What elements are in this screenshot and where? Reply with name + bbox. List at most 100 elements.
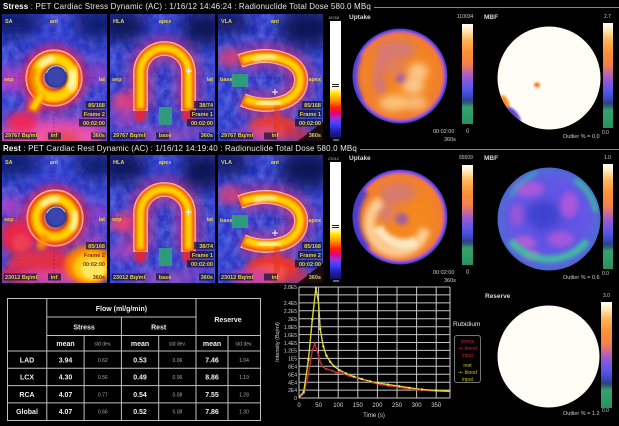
- svg-text:0: 0: [294, 396, 297, 402]
- svg-text:85/168: 85/168: [88, 103, 105, 109]
- svg-text:0.06: 0.06: [173, 358, 183, 364]
- svg-text:base: base: [159, 133, 172, 139]
- svg-text:0: 0: [297, 403, 301, 409]
- svg-text:23012 Bq/ml: 23012 Bq/ml: [5, 275, 38, 281]
- svg-text:ant: ant: [271, 19, 279, 25]
- svg-text:85/168: 85/168: [88, 244, 105, 250]
- svg-text:2.2E5: 2.2E5: [284, 309, 297, 315]
- svg-text:0.49: 0.49: [133, 375, 147, 382]
- svg-text:apex: apex: [159, 160, 172, 166]
- svg-text:Intensity (Bq/ml): Intensity (Bq/ml): [275, 322, 281, 362]
- svg-text:0.77: 0.77: [98, 392, 108, 398]
- svg-text:inf: inf: [272, 275, 279, 281]
- svg-text:sep: sep: [4, 77, 14, 83]
- svg-text:HLA: HLA: [113, 160, 124, 166]
- svg-text:4.07: 4.07: [59, 392, 73, 399]
- svg-text:SA: SA: [5, 160, 13, 166]
- svg-text:1.04: 1.04: [239, 358, 249, 364]
- svg-text:23012 Bq/ml: 23012 Bq/ml: [221, 275, 254, 281]
- svg-text:00:02:00: 00:02:00: [83, 262, 105, 268]
- svg-text:6E4: 6E4: [288, 372, 297, 378]
- svg-text:SA: SA: [5, 19, 13, 25]
- svg-text:00:02:00: 00:02:00: [191, 262, 213, 268]
- svg-text:apex: apex: [159, 19, 172, 25]
- svg-text:8E4: 8E4: [288, 365, 297, 371]
- svg-text:0.06: 0.06: [173, 375, 183, 381]
- svg-text:1.19: 1.19: [239, 375, 249, 381]
- svg-text:HLA: HLA: [113, 19, 124, 25]
- svg-text:150: 150: [353, 403, 364, 409]
- svg-text:ant: ant: [50, 160, 58, 166]
- svg-text:ant: ant: [271, 160, 279, 166]
- svg-text:Frame 2: Frame 2: [300, 253, 321, 259]
- svg-text:0.56: 0.56: [98, 375, 108, 381]
- svg-text:0.53: 0.53: [133, 357, 147, 364]
- svg-text:Time (s): Time (s): [363, 413, 385, 419]
- svg-text:base: base: [159, 275, 172, 281]
- svg-text:std dev.: std dev.: [94, 342, 111, 348]
- svg-text:Frame 1: Frame 1: [300, 112, 321, 118]
- svg-text:lat: lat: [207, 77, 214, 83]
- svg-text:360s: 360s: [201, 133, 213, 139]
- svg-text:360s: 360s: [93, 133, 105, 139]
- svg-text:Frame 1: Frame 1: [192, 112, 213, 118]
- svg-text:apex: apex: [308, 218, 321, 224]
- svg-text:38/74: 38/74: [199, 244, 214, 250]
- svg-text:Reserve: Reserve: [214, 317, 241, 324]
- svg-text:85/168: 85/168: [304, 103, 321, 109]
- svg-text:mean: mean: [131, 341, 149, 348]
- svg-text:sep: sep: [112, 77, 122, 83]
- svg-text:inf: inf: [272, 133, 279, 139]
- svg-text:1.8E5: 1.8E5: [284, 325, 297, 331]
- svg-text:sep: sep: [4, 217, 14, 223]
- svg-text:00:02:00: 00:02:00: [83, 121, 105, 127]
- svg-text:ant: ant: [50, 19, 58, 25]
- svg-text:Stress: Stress: [73, 325, 95, 332]
- svg-text:2E5: 2E5: [288, 317, 297, 323]
- svg-text:350: 350: [431, 403, 442, 409]
- svg-text:inf: inf: [51, 275, 58, 281]
- svg-text:23012 Bq/ml: 23012 Bq/ml: [113, 275, 146, 281]
- svg-text:VLA: VLA: [221, 160, 232, 166]
- svg-text:lat: lat: [207, 217, 214, 223]
- svg-text:0.52: 0.52: [133, 409, 147, 416]
- svg-text:360s: 360s: [309, 275, 321, 281]
- svg-text:0.08: 0.08: [173, 410, 183, 416]
- svg-text:0.54: 0.54: [133, 392, 147, 399]
- svg-text:Flow (ml/g/min): Flow (ml/g/min): [96, 306, 147, 313]
- svg-text:0.62: 0.62: [98, 358, 108, 364]
- svg-text:Frame 1: Frame 1: [192, 253, 213, 259]
- svg-text:200: 200: [372, 403, 383, 409]
- svg-text:lat: lat: [99, 77, 106, 83]
- svg-text:Frame 2: Frame 2: [84, 253, 105, 259]
- svg-text:100: 100: [333, 403, 344, 409]
- svg-text:std dev.: std dev.: [235, 342, 252, 348]
- svg-text:base: base: [220, 77, 233, 83]
- svg-text:0.08: 0.08: [173, 392, 183, 398]
- svg-text:85/168: 85/168: [304, 244, 321, 250]
- svg-text:3.94: 3.94: [59, 357, 73, 364]
- svg-text:1.28: 1.28: [239, 392, 249, 398]
- svg-text:4E4: 4E4: [288, 380, 297, 386]
- svg-text:300: 300: [412, 403, 423, 409]
- svg-text:00:02:00: 00:02:00: [299, 121, 321, 127]
- svg-text:LAD: LAD: [20, 357, 34, 364]
- svg-text:50: 50: [315, 403, 322, 409]
- svg-text:inf: inf: [51, 133, 58, 139]
- svg-text:00:02:00: 00:02:00: [191, 121, 213, 127]
- svg-text:std dev.: std dev.: [169, 342, 186, 348]
- svg-text:250: 250: [392, 403, 403, 409]
- svg-text:1.6E5: 1.6E5: [284, 333, 297, 339]
- svg-text:1.2E5: 1.2E5: [284, 349, 297, 355]
- svg-text:2E4: 2E4: [288, 388, 297, 394]
- svg-text:Frame 2: Frame 2: [84, 112, 105, 118]
- svg-text:29767 Bq/ml: 29767 Bq/ml: [5, 133, 38, 139]
- svg-text:Global: Global: [16, 409, 38, 416]
- svg-text:Rest: Rest: [151, 325, 167, 332]
- svg-text:1.4E5: 1.4E5: [284, 341, 297, 347]
- svg-text:4.07: 4.07: [59, 409, 73, 416]
- svg-text:apex: apex: [308, 77, 321, 83]
- svg-text:sep: sep: [112, 217, 122, 223]
- svg-text:2.8E5: 2.8E5: [284, 285, 297, 291]
- svg-text:base: base: [220, 218, 233, 224]
